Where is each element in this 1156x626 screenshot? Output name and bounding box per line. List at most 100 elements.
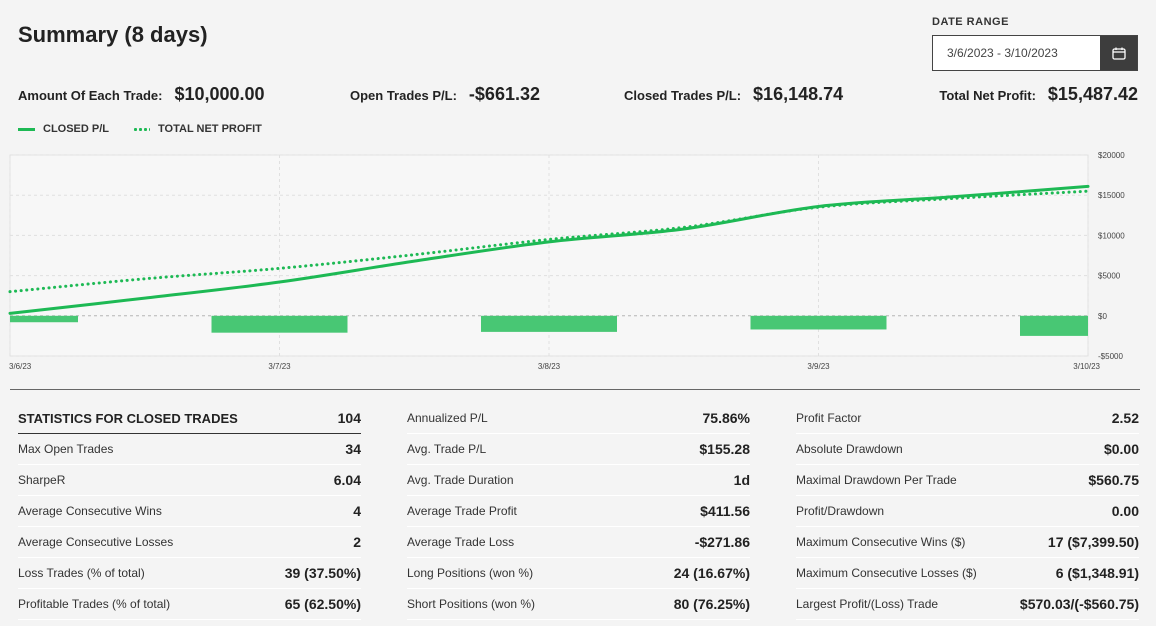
stats-row: Long Positions (won %) 24 (16.67%) [407, 558, 750, 589]
kpi-value: $16,148.74 [753, 84, 844, 104]
stats-row: Profitable Trades (% of total) 65 (62.50%… [18, 589, 361, 620]
stat-value: $155.28 [699, 441, 750, 457]
stat-label: Largest Profit/(Loss) Trade [796, 597, 939, 611]
legend-swatch-dotted [133, 127, 151, 131]
x-tick-label: 3/9/23 [807, 362, 830, 371]
stats-column: Annualized P/L 75.86% Avg. Trade P/L $155.2… [407, 403, 750, 620]
stat-value: $411.56 [700, 503, 750, 519]
stat-value: 75.86% [702, 410, 750, 426]
kpi-value: $10,000.00 [174, 84, 265, 104]
kpi-value: -$661.32 [468, 84, 540, 104]
stat-value: 39 (37.50%) [284, 565, 361, 581]
stat-label: STATISTICS FOR CLOSED TRADES [18, 410, 238, 426]
stat-label: Avg. Trade P/L [407, 442, 487, 456]
date-range-input[interactable]: 3/6/2023 - 3/10/2023 [947, 46, 1058, 60]
legend-swatch-solid [18, 127, 35, 131]
stat-label: Profitable Trades (% of total) [18, 597, 171, 611]
stat-label: Absolute Drawdown [796, 442, 903, 456]
stat-label: Average Consecutive Losses [18, 535, 174, 549]
stat-label: Average Trade Profit [407, 504, 517, 518]
stat-label: Profit/Drawdown [796, 504, 885, 518]
x-tick-label: 3/8/23 [538, 362, 561, 371]
kpi-label: Total Net Profit: [939, 88, 1036, 103]
stats-row: Average Consecutive Wins 4 [18, 496, 361, 527]
stat-label: Average Consecutive Wins [18, 504, 162, 518]
kpi-label: Open Trades P/L: [350, 88, 457, 103]
stat-value: 6.04 [333, 472, 361, 488]
section-divider [10, 389, 1140, 390]
stat-label: Annualized P/L [407, 411, 488, 425]
legend-item-total-net-profit[interactable]: TOTAL NET PROFIT [133, 123, 262, 135]
stats-row: Short Positions (won %) 80 (76.25%) [407, 589, 750, 620]
stats-column: Profit Factor 2.52 Absolute Drawdown $0.00 M… [796, 403, 1139, 620]
stat-label: Average Trade Loss [407, 535, 515, 549]
pl-bar [1020, 315, 1088, 336]
stats-row: Avg. Trade Duration 1d [407, 465, 750, 496]
stat-label: SharpeR [18, 473, 66, 487]
pl-bar [10, 315, 78, 323]
calendar-button[interactable] [1100, 36, 1137, 70]
page-title: Summary (8 days) [18, 22, 208, 47]
date-range-picker[interactable]: 3/6/2023 - 3/10/2023 [932, 35, 1138, 71]
chart-legend: CLOSED P/L TOTAL NET PROFIT [18, 123, 262, 135]
stat-label: Short Positions (won %) [407, 597, 536, 611]
stats-row: Average Trade Profit $411.56 [407, 496, 750, 527]
stats-row: Maximum Consecutive Losses ($) 6 ($1,348.… [796, 558, 1139, 589]
stat-value: 0.00 [1111, 503, 1139, 519]
stat-value: 2.52 [1111, 410, 1139, 426]
stats-row: Maximal Drawdown Per Trade $560.75 [796, 465, 1139, 496]
pl-bar [481, 315, 617, 332]
x-tick-label: 3/10/23 [1073, 362, 1100, 371]
stat-label: Maximum Consecutive Losses ($) [796, 566, 977, 580]
stat-value: 24 (16.67%) [673, 565, 750, 581]
stat-label: Max Open Trades [18, 442, 114, 456]
kpi-value: $15,487.42 [1047, 84, 1138, 104]
x-tick-label: 3/6/23 [9, 362, 32, 371]
legend-label: CLOSED P/L [43, 123, 110, 135]
stat-value: 2 [353, 534, 361, 550]
stat-value: 65 (62.50%) [284, 596, 361, 612]
kpi-label: Amount Of Each Trade: [18, 88, 163, 103]
kpi-open-trades-pl: Open Trades P/L: -$661.32 [350, 84, 540, 105]
stat-value: 34 [345, 441, 361, 457]
y-tick-label: $20000 [1098, 151, 1125, 160]
stats-row: Annualized P/L 75.86% [407, 403, 750, 434]
kpi-total-net-profit: Total Net Profit: $15,487.42 [939, 84, 1138, 105]
stat-value: 1d [733, 472, 750, 488]
kpi-closed-trades-pl: Closed Trades P/L: $16,148.74 [624, 84, 843, 105]
pl-bar [211, 315, 348, 333]
stat-value: $560.75 [1088, 472, 1139, 488]
stat-value: 4 [353, 503, 361, 519]
y-tick-label: -$5000 [1098, 352, 1123, 361]
stats-row: Average Trade Loss -$271.86 [407, 527, 750, 558]
calendar-icon [1111, 47, 1126, 60]
stat-label: Long Positions (won %) [407, 566, 534, 580]
stat-value: 104 [337, 410, 361, 426]
date-range-label: DATE RANGE [932, 16, 1009, 28]
stat-label: Loss Trades (% of total) [18, 566, 145, 580]
stat-value: $0.00 [1103, 441, 1139, 457]
stats-row: Absolute Drawdown $0.00 [796, 434, 1139, 465]
legend-label: TOTAL NET PROFIT [158, 123, 262, 135]
kpi-bar: Amount Of Each Trade: $10,000.00 Open Tra… [18, 84, 1138, 106]
series-line-total-net-profit [8, 189, 1090, 294]
stat-value: $570.03/(-$560.75) [1019, 596, 1139, 612]
stat-label: Maximum Consecutive Wins ($) [796, 535, 966, 549]
stats-header-row: STATISTICS FOR CLOSED TRADES 104 [18, 403, 361, 434]
stat-label: Maximal Drawdown Per Trade [796, 473, 957, 487]
stat-label: Profit Factor [796, 411, 862, 425]
stats-column: STATISTICS FOR CLOSED TRADES 104 Max Open … [18, 403, 361, 620]
stat-label: Avg. Trade Duration [407, 473, 514, 487]
legend-item-closed-pl[interactable]: CLOSED P/L [18, 123, 109, 135]
stats-row: Profit/Drawdown 0.00 [796, 496, 1139, 527]
y-tick-label: $0 [1098, 312, 1107, 321]
stats-row: Profit Factor 2.52 [796, 403, 1139, 434]
kpi-amount-each-trade: Amount Of Each Trade: $10,000.00 [18, 84, 265, 105]
stats-row: Maximum Consecutive Wins ($) 17 ($7,399.5… [796, 527, 1139, 558]
stats-row: Avg. Trade P/L $155.28 [407, 434, 750, 465]
stats-row: Max Open Trades 34 [18, 434, 361, 465]
stat-value: 80 (76.25%) [673, 596, 750, 612]
x-tick-label: 3/7/23 [268, 362, 291, 371]
stats-row: Average Consecutive Losses 2 [18, 527, 361, 558]
stat-value: -$271.86 [694, 534, 750, 550]
